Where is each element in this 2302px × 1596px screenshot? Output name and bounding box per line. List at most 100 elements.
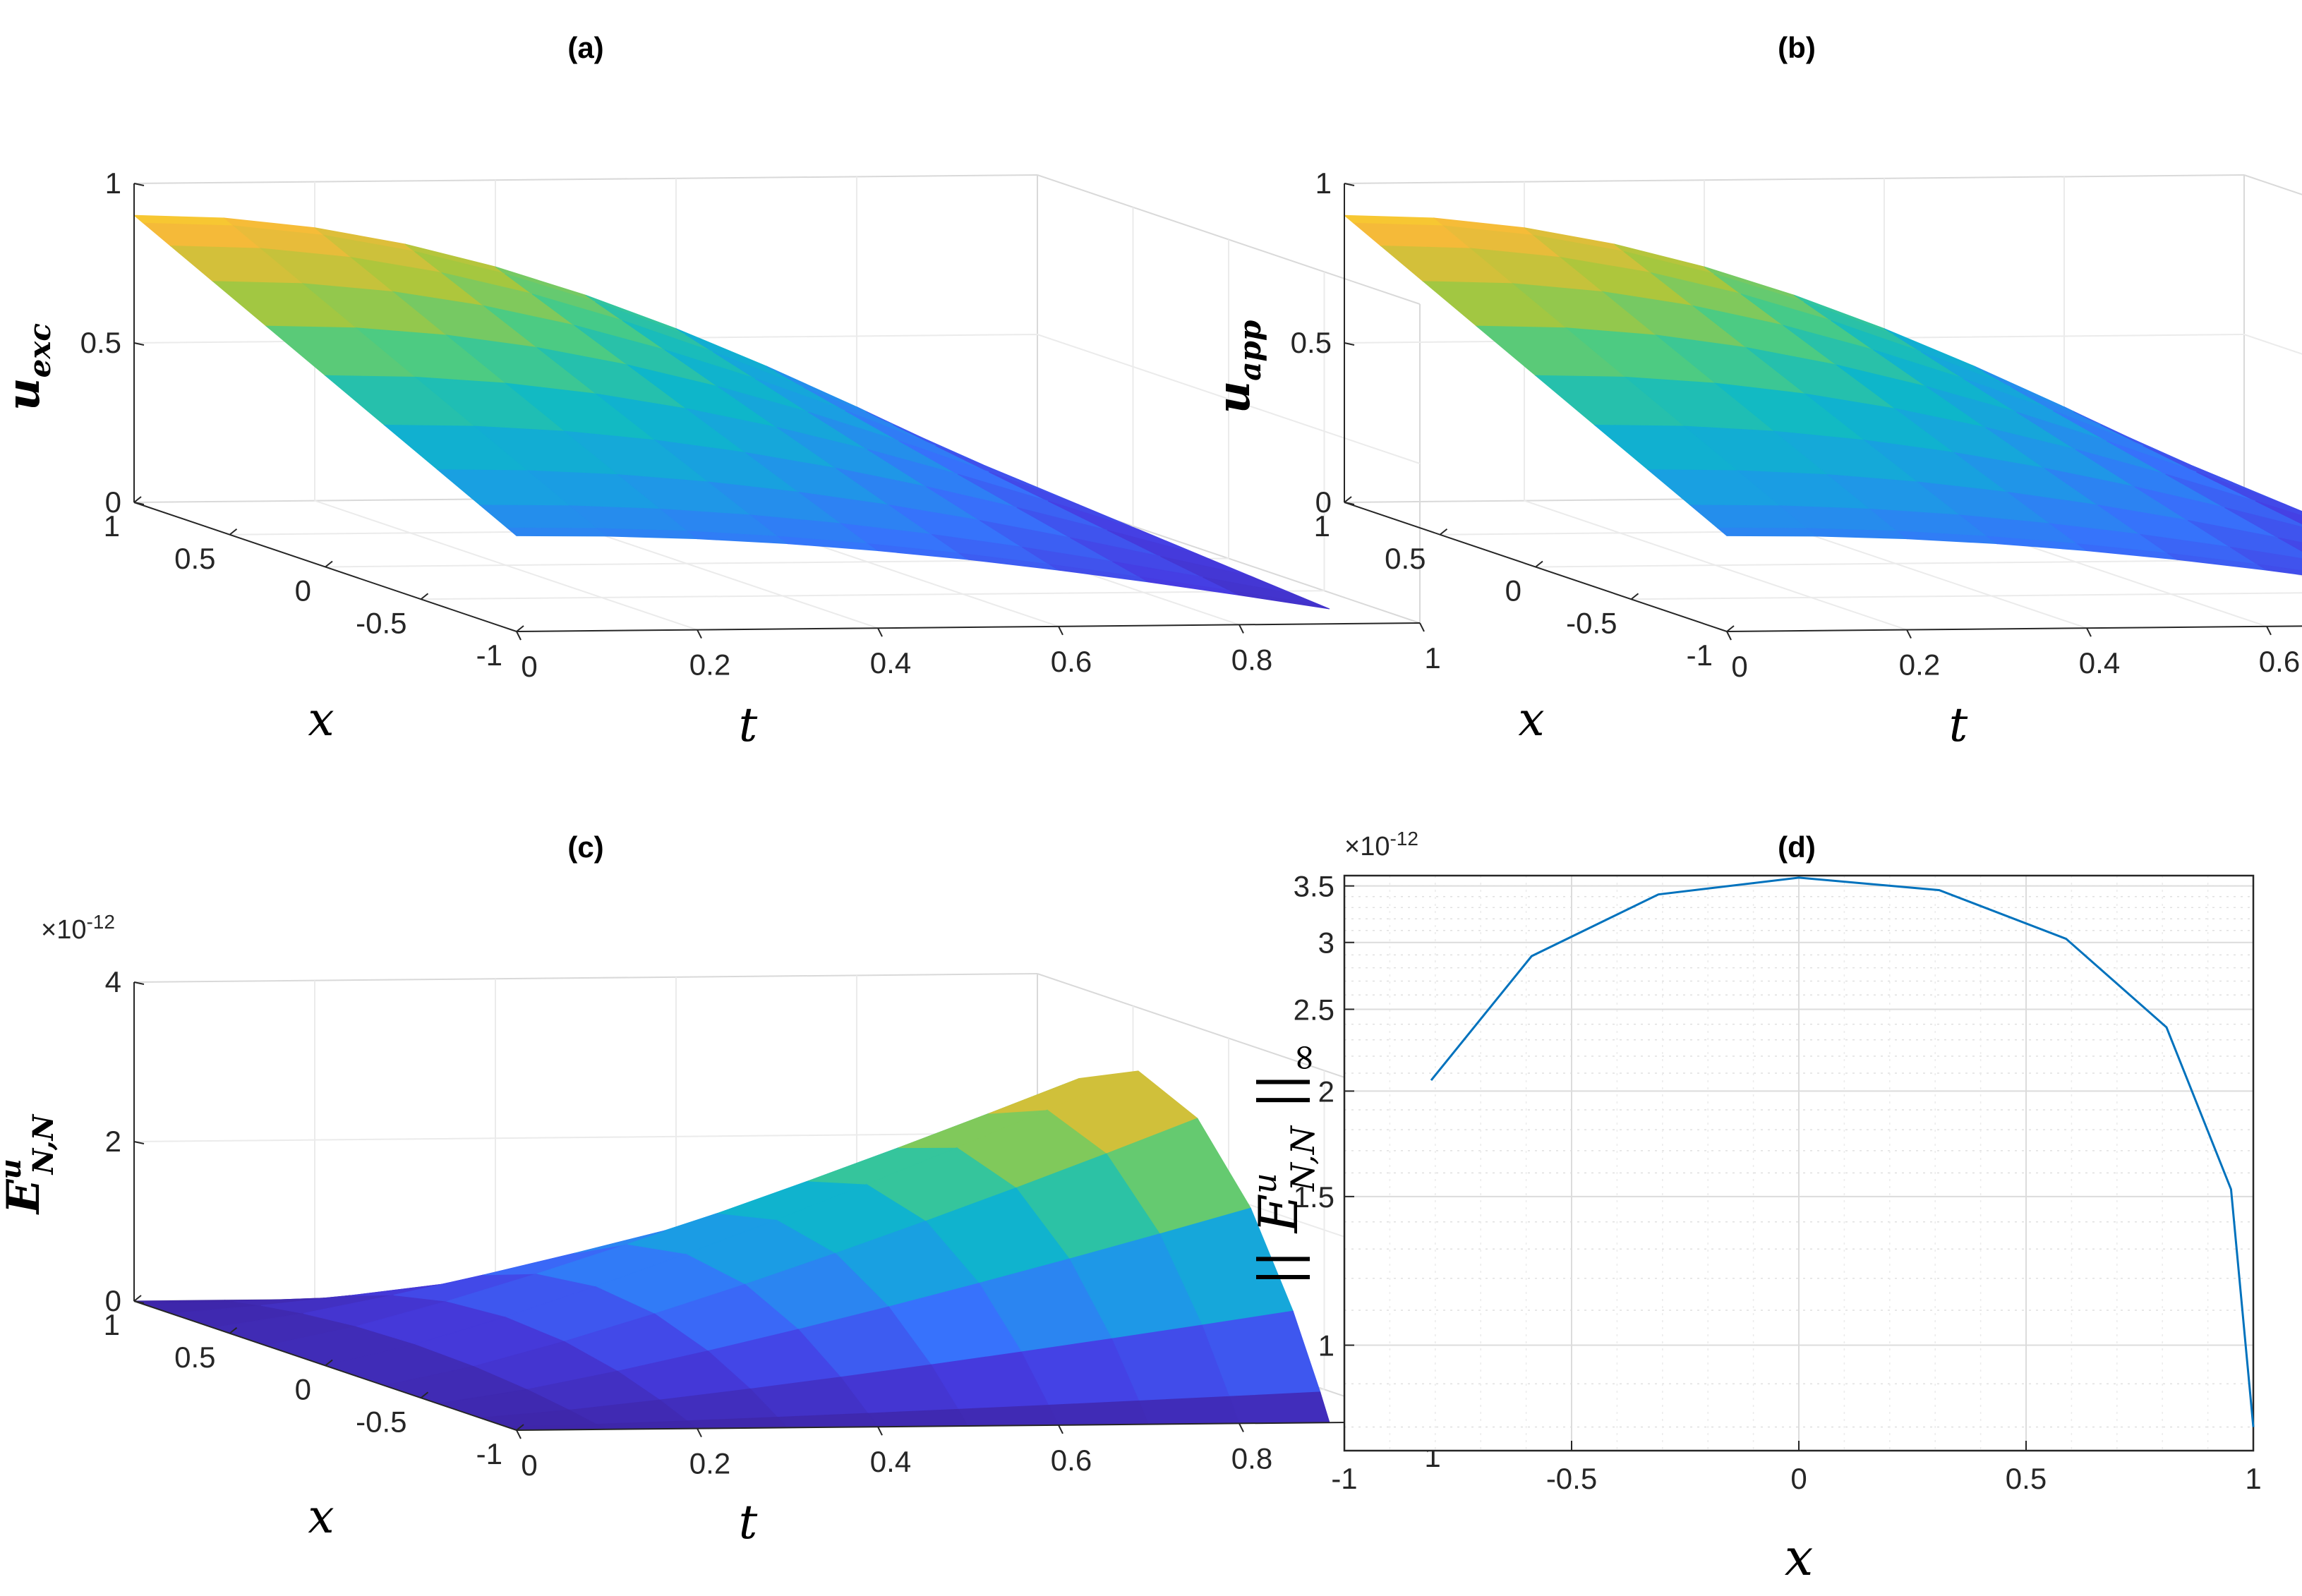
t-tick-label: 0.2 [689,648,730,682]
z-tick-label: 1 [105,167,121,200]
x-tick-label: -0.5 [1546,1462,1597,1495]
x-tick-label: -0.5 [356,1405,406,1438]
y-tick-label: 3 [1318,926,1334,960]
x-tick-mark [420,1391,429,1399]
surface-patch [2224,507,2302,543]
y-axis-label-inf: ∞ [1282,1042,1325,1072]
z-tick-label: 0 [1315,485,1332,519]
x-tick-label: 1 [2245,1462,2261,1495]
panel-b: 0 0.5 1 1 0.5 0 -0.5 -1 0 0.2 0.4 0.6 0.8 1 (b) x t uapp [1207,31,2302,752]
t-tick-mark [1239,1422,1244,1432]
y-axis-label: || EuN,N ||∞ [1246,1042,1325,1286]
x-tick-mark [516,1424,524,1431]
t-tick-mark [877,627,883,637]
t-tick-label: 0.6 [2259,645,2300,678]
surface-patch [2196,471,2302,516]
x-tick-label: -1 [1687,639,1713,672]
t-tick-label: 0.4 [870,1445,911,1478]
x-tick-label: 0 [1790,1462,1807,1495]
x-tick-label: 0.5 [1385,542,1426,575]
x-tick-mark [1344,496,1352,503]
surface-patch [1229,590,1330,610]
y-axis-label-bars-close: || [1247,1073,1310,1126]
x-tick-label: 0 [295,1373,311,1406]
box-edge [2243,174,2302,195]
t-tick-mark [2086,627,2092,637]
z-tick-mark [1344,183,1355,186]
z-multiplier: ×10-12 [41,911,115,945]
t-tick-mark [1058,1425,1063,1434]
z-tick-mark [133,342,145,346]
chart-title: (b) [1778,31,1816,64]
x-axis-label: x [1785,1528,1814,1587]
z-tick-mark [133,502,145,505]
z-tick-mark [1344,502,1355,505]
y-tick-label: 1 [1318,1329,1334,1362]
surface-patch [506,527,608,537]
t-tick-label: 0 [1731,650,1747,683]
t-axis-label: t [739,1495,758,1549]
t-tick-mark [516,631,522,641]
grid-line [1631,592,2302,600]
z-tick-label: 0.5 [1291,326,1332,359]
x-tick-label: -0.5 [356,606,406,639]
y-axis-label-sub: N,N [1284,1125,1322,1192]
x-tick-mark [325,1359,333,1367]
x-tick-label: -1 [476,639,502,672]
t-tick-mark [1726,631,1732,641]
z-axis-label: EuN,N [0,1113,60,1215]
x-tick-mark [420,593,429,600]
z-axis-label-text: uapp [1207,320,1267,413]
surface-patch [1716,527,1818,537]
z-tick-mark [1344,342,1355,346]
x-tick-label: -0.5 [1566,606,1617,639]
y-tick-label: 2 [1318,1075,1334,1108]
x-tick-label: -1 [1331,1462,1357,1495]
t-tick-mark [877,1426,883,1436]
panel-d: -1 -0.5 0 0.5 1 1 1.5 2 2.5 3 3.5 (d) ×10-12 x || EuN,… [1246,828,2262,1587]
t-tick-label: 0.4 [870,646,911,679]
z-axis-label-main: u [1207,381,1260,414]
y-tick-label: 2.5 [1294,993,1334,1026]
x-tick-mark [325,560,333,568]
x-tick-label: 1 [104,509,120,543]
y-tick-label: 3.5 [1294,870,1334,903]
x-axis-label: x [308,692,334,746]
x-tick-mark [133,1295,142,1302]
z-axis-label-text: uexc [0,323,57,411]
z-axis-label: uapp [1207,320,1267,413]
surface-patch [1229,1391,1330,1424]
surface-patch [2257,564,2302,576]
z-axis-label-sub: exc [23,323,57,377]
x-tick-mark [516,625,524,632]
surface [133,1070,1330,1431]
x-tick-mark [229,1326,238,1334]
z-tick-label: 0 [105,1284,121,1317]
x-tick-mark [229,528,238,536]
z-axis-label-main: u [0,377,50,411]
grid-line [421,590,1325,600]
box-edge [133,174,1038,184]
z-multiplier-exponent: -12 [86,911,114,933]
x-tick-label: 0.5 [2006,1462,2047,1495]
y-axis-label-bars: || [1247,1233,1310,1286]
t-axis-line [1726,625,2302,632]
t-tick-mark [516,1429,522,1439]
chart-title: (a) [567,31,603,64]
t-tick-label: 0.6 [1051,645,1092,678]
t-tick-label: 0.2 [1899,648,1940,682]
z-multiplier-base: ×10 [41,915,86,945]
t-tick-mark [697,629,702,639]
y-multiplier-exponent: -12 [1390,828,1418,850]
t-tick-mark [2266,626,2272,636]
z-tick-label: 2 [105,1125,121,1158]
z-tick-mark [133,1141,145,1144]
x-axis-label: x [308,1489,334,1544]
y-axis-label-text: || EuN,N ||∞ [1246,1042,1325,1286]
t-axis-label: t [1949,698,1968,752]
surface-patch [1139,1396,1240,1425]
t-tick-mark [1419,622,1425,632]
x-tick-label: 1 [104,1308,120,1341]
